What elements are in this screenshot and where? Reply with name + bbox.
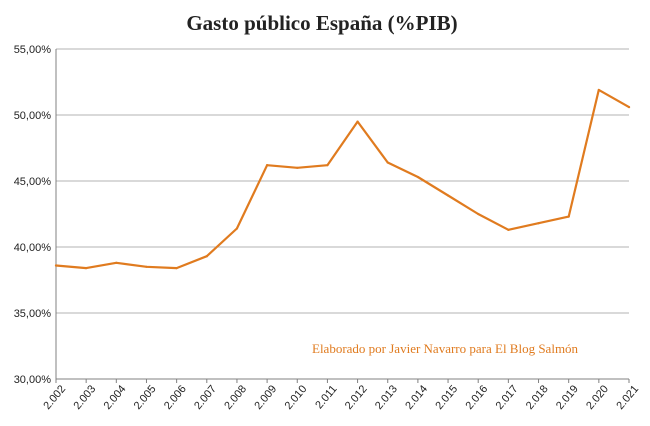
x-tick-label: 2.004	[102, 383, 129, 412]
x-tick-label: 2.017	[494, 383, 521, 412]
x-tick-label: 2.018	[524, 383, 551, 412]
x-tick-label: 2.021	[614, 383, 641, 412]
data-point	[175, 267, 178, 270]
x-tick-label: 2.010	[283, 383, 310, 412]
y-tick-label: 50,00%	[14, 110, 52, 122]
gridlines	[56, 48, 629, 314]
x-axis-tick-labels: 2.002 2.003 2.004 2.005 2.006 2.007 2.008 2.009…	[41, 383, 641, 412]
data-point	[326, 164, 329, 167]
x-tick-label: 2.006	[162, 383, 189, 412]
data-point	[235, 227, 239, 230]
data-point	[85, 267, 88, 270]
y-tick-label: 45,00%	[14, 176, 52, 188]
data-point	[266, 164, 269, 167]
data-point	[477, 212, 480, 216]
x-tick-label: 2.007	[192, 383, 219, 412]
y-tick-label: 35,00%	[14, 308, 52, 320]
x-tick-label: 2.020	[584, 383, 611, 412]
chart-annotation: Elaborado por Javier Navarro para El Blo…	[312, 341, 579, 356]
data-point	[537, 222, 540, 225]
data-point	[627, 105, 631, 109]
x-tick-label: 2.002	[41, 383, 68, 412]
x-tick-label: 2.011	[313, 383, 339, 411]
data-point	[296, 166, 299, 169]
x-tick-label: 2.019	[554, 383, 581, 412]
data-point	[54, 264, 58, 267]
data-point	[115, 261, 118, 264]
x-tick-label: 2.015	[433, 383, 460, 412]
data-point	[507, 228, 510, 231]
x-tick-label: 2.003	[71, 383, 98, 412]
x-tick-label: 2.009	[252, 383, 279, 412]
x-tick-label: 2.014	[403, 383, 430, 412]
x-tick-label: 2.016	[464, 383, 491, 412]
y-axis-tick-labels: 30,00% 35,00% 40,00% 45,00% 50,00% 55,00%	[14, 44, 52, 386]
x-tick-label: 2.012	[343, 383, 370, 412]
data-series	[54, 88, 631, 270]
chart-title: Gasto público España (%PIB)	[186, 11, 457, 35]
data-point	[386, 161, 389, 164]
y-tick-label: 40,00%	[14, 242, 52, 254]
data-point	[205, 255, 208, 258]
series-line	[54, 88, 631, 270]
data-point	[597, 88, 600, 92]
data-point	[416, 175, 419, 179]
data-point	[567, 215, 570, 218]
data-point	[446, 194, 450, 197]
y-tick-label: 30,00%	[14, 374, 52, 386]
x-tick-label: 2.005	[132, 383, 159, 412]
data-point	[356, 120, 359, 123]
data-point	[145, 265, 148, 268]
x-tick-label: 2.008	[222, 383, 249, 412]
x-tick-label: 2.013	[373, 383, 400, 412]
y-tick-label: 55,00%	[14, 44, 52, 56]
axes	[55, 49, 630, 383]
